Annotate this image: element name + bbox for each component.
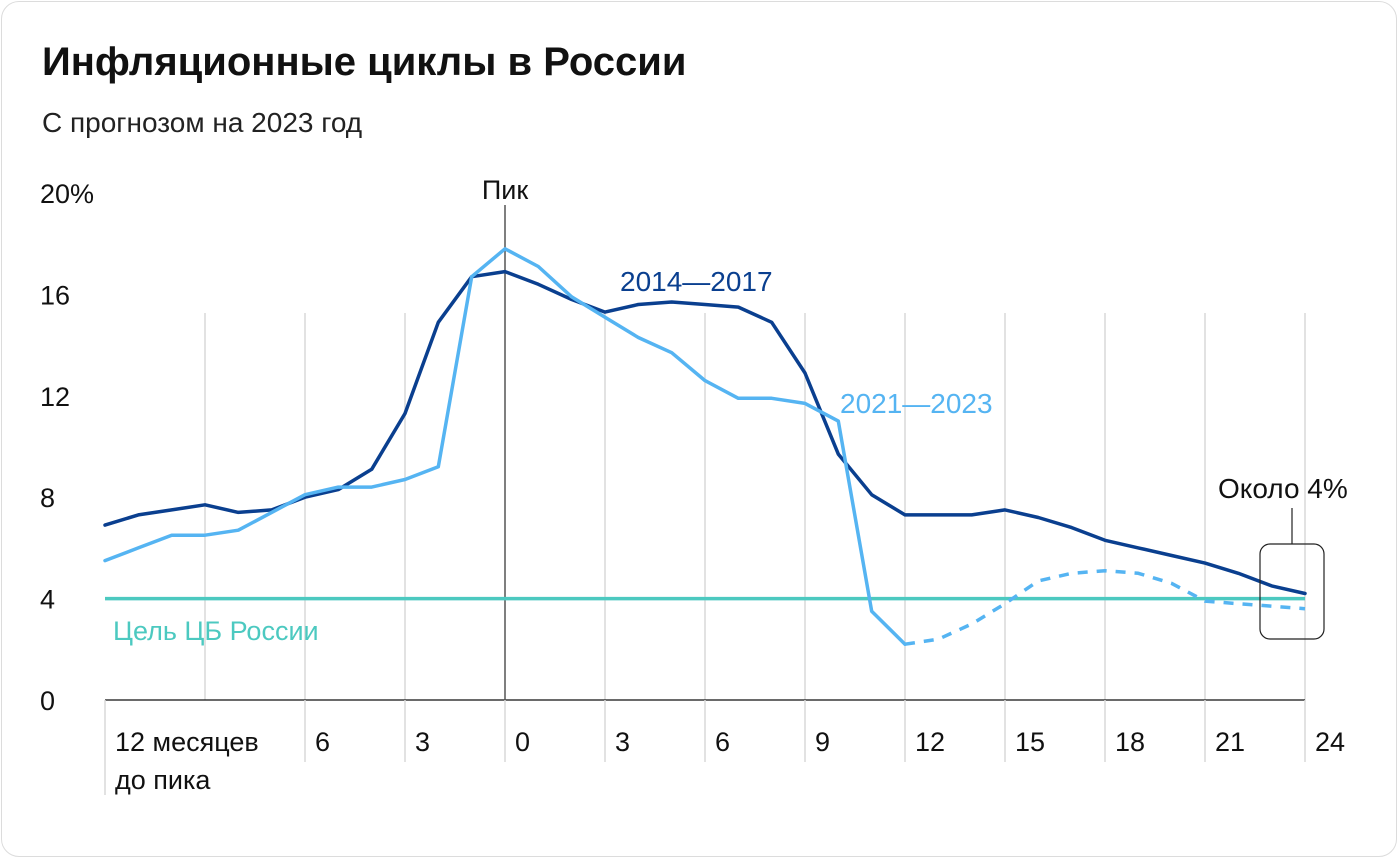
series-line-2021-2023-forecast [904, 568, 1306, 646]
x-tick-label-second-line: до пика [115, 765, 211, 795]
x-tick-label: 0 [515, 727, 530, 757]
x-tick-label: 18 [1115, 727, 1145, 757]
series-line-2021-2023-actual [103, 247, 907, 646]
x-tick-label: 6 [715, 727, 730, 757]
y-tick-label: 8 [40, 483, 55, 513]
x-tick-label: 3 [615, 727, 630, 757]
chart-title: Инфляционные циклы в России [42, 40, 687, 84]
y-tick-label: 0 [40, 686, 55, 716]
series-label-2014-2017: 2014—2017 [620, 266, 773, 297]
peak-label: Пик [482, 175, 528, 205]
x-tick-label: 12 [915, 727, 945, 757]
chart-subtitle: С прогнозом на 2023 год [42, 107, 363, 138]
y-tick-label: 12 [40, 382, 70, 412]
series-label-2021-2023: 2021—2023 [840, 388, 993, 419]
target-label: Цель ЦБ России [113, 616, 319, 646]
callout-label: Около 4% [1218, 473, 1348, 504]
x-tick-label: 24 [1315, 727, 1345, 757]
x-tick-label: 12 месяцев [115, 727, 259, 757]
x-tick-label: 9 [815, 727, 830, 757]
y-tick-label: 4 [40, 585, 55, 615]
x-tick-label: 21 [1215, 727, 1245, 757]
x-tick-label: 15 [1015, 727, 1045, 757]
y-tick-label: 16 [40, 280, 70, 310]
series-line-2014-2017 [103, 269, 1307, 596]
x-tick-label: 6 [315, 727, 330, 757]
x-tick-label: 3 [415, 727, 430, 757]
y-tick-label: 20% [40, 179, 94, 209]
